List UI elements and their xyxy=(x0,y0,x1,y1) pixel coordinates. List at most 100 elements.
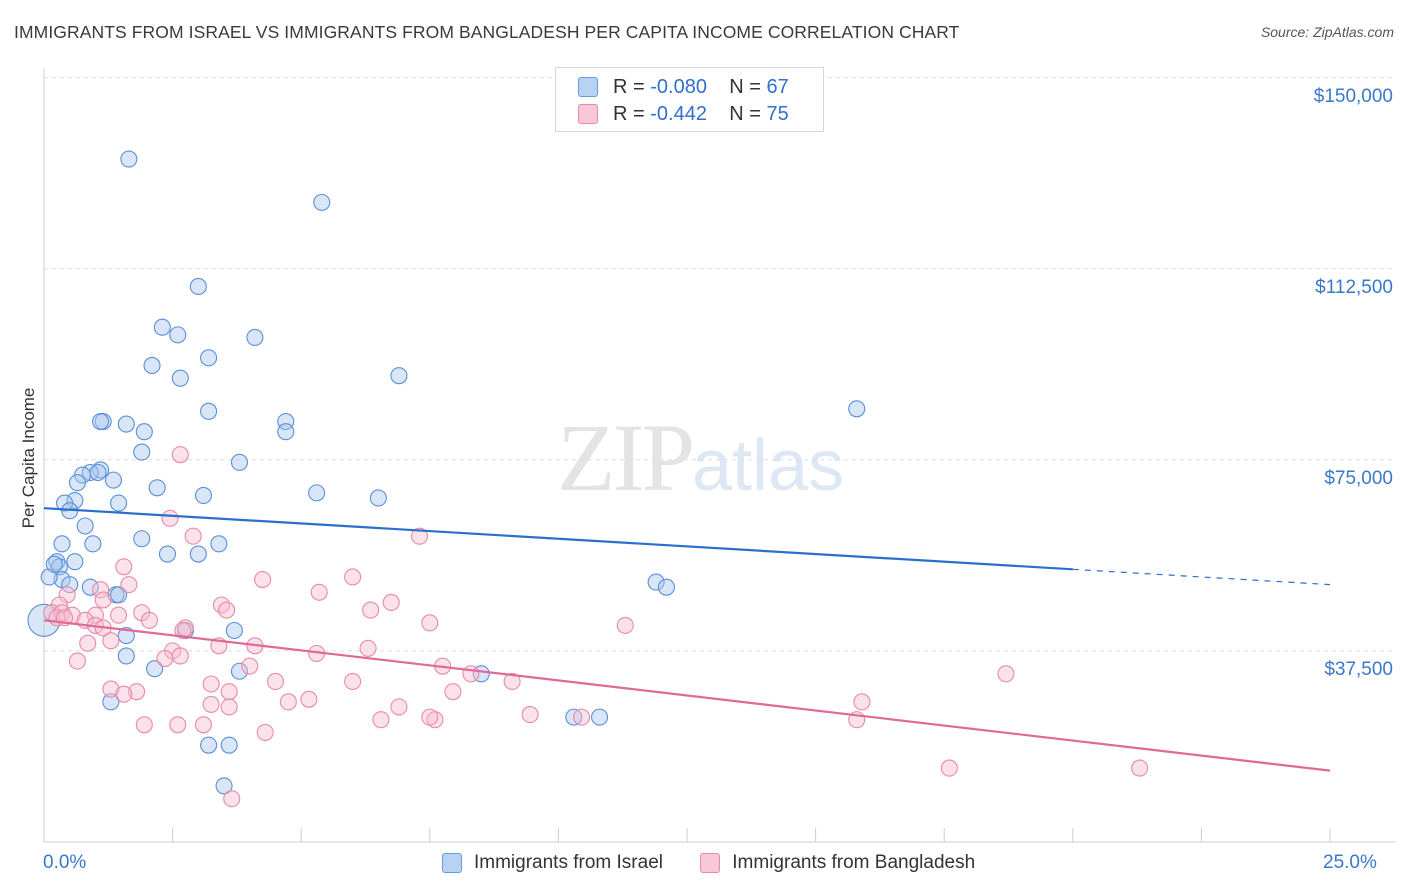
israel-point xyxy=(591,708,609,726)
israel-point xyxy=(194,486,213,504)
bangladesh-point xyxy=(254,570,272,589)
israel-point xyxy=(200,402,218,420)
bangladesh-point xyxy=(135,716,153,734)
bangladesh-point xyxy=(156,649,174,668)
bangladesh-point xyxy=(53,604,71,622)
israel-point xyxy=(246,328,264,346)
bangladesh-point xyxy=(220,698,238,716)
bangladesh-point xyxy=(68,652,86,670)
legend-row-bangladesh-text: R = -0.442 N = 75 xyxy=(613,103,789,126)
israel-point xyxy=(277,412,295,431)
israel-point xyxy=(169,326,187,344)
bangladesh-point xyxy=(161,509,179,527)
bangladesh-point xyxy=(359,639,377,657)
israel-point xyxy=(146,660,164,678)
r-label: R = xyxy=(613,103,645,125)
bangladesh-point xyxy=(174,621,192,640)
bangladesh-point xyxy=(940,759,958,777)
israel-point xyxy=(390,367,408,385)
israel-point xyxy=(110,494,128,512)
israel-point xyxy=(200,736,218,754)
bangladesh-point xyxy=(194,716,213,734)
israel-point xyxy=(110,586,128,604)
watermark-zip: ZIP xyxy=(557,404,695,511)
bangladesh-point xyxy=(171,647,189,665)
bangladesh-point xyxy=(444,683,462,701)
legend-label: Immigrants from Bangladesh xyxy=(732,852,976,873)
bangladesh-point xyxy=(1131,759,1149,777)
bangladesh-point xyxy=(120,576,138,594)
bangladesh-point xyxy=(102,632,120,650)
data-points xyxy=(27,150,1149,808)
r-value: -0.442 xyxy=(650,103,707,125)
israel-point xyxy=(277,423,295,441)
r-label: R = xyxy=(613,76,645,98)
bangladesh-point xyxy=(115,558,133,576)
legend-row-israel: R = -0.080 N = 67 xyxy=(556,74,823,100)
legend-row-bangladesh: R = -0.442 N = 75 xyxy=(556,101,823,127)
y-tick-label: $150,000 xyxy=(1313,86,1393,107)
bangladesh-point xyxy=(300,690,318,708)
israel-point xyxy=(220,736,238,754)
bangladesh-point xyxy=(94,591,112,609)
series-legend: Immigrants from Israel Immigrants from B… xyxy=(442,852,1007,874)
israel-point xyxy=(171,369,189,387)
bangladesh-point xyxy=(110,606,128,624)
israel-point xyxy=(66,553,84,571)
x-tick-label: 0.0% xyxy=(43,852,87,873)
israel-trend-line xyxy=(43,507,1073,571)
israel-point xyxy=(369,489,387,507)
israel-point xyxy=(89,463,107,482)
y-axis-label: Per Capita Income xyxy=(19,387,38,529)
israel-trend-extension xyxy=(1072,568,1331,586)
israel-point xyxy=(102,693,120,711)
israel-point xyxy=(230,453,249,471)
bangladesh-point xyxy=(616,616,634,634)
israel-point xyxy=(153,318,171,336)
bangladesh-point xyxy=(86,606,104,624)
israel-point xyxy=(76,517,94,535)
y-tick-label: $112,500 xyxy=(1315,277,1393,298)
israel-point xyxy=(200,349,218,367)
bangladesh-trend-line xyxy=(43,619,1331,772)
israel-point xyxy=(215,777,233,795)
bangladesh-point xyxy=(997,665,1015,683)
israel-point xyxy=(657,578,675,596)
trend-lines xyxy=(43,507,1331,772)
watermark: ZIPatlas xyxy=(557,402,844,513)
n-value: 75 xyxy=(766,103,789,125)
y-tick-label: $75,000 xyxy=(1324,468,1393,489)
israel-point xyxy=(48,553,66,571)
y-tick-label: $37,500 xyxy=(1324,659,1393,680)
israel-point xyxy=(313,193,331,211)
israel-point xyxy=(225,621,243,640)
x-tick-label: 25.0% xyxy=(1323,852,1377,873)
bangladesh-point xyxy=(241,657,259,675)
correlation-legend: R = -0.080 N = 67 R = -0.442 N = 75 xyxy=(555,67,824,132)
israel-point xyxy=(189,545,207,563)
israel-point xyxy=(53,535,71,553)
bangladesh-point xyxy=(410,527,429,545)
bangladesh-point xyxy=(212,596,231,614)
legend-item-israel: Immigrants from Israel xyxy=(442,852,663,874)
israel-point xyxy=(230,662,249,680)
israel-point xyxy=(133,530,151,548)
n-label: N = xyxy=(729,103,761,125)
bangladesh-point xyxy=(521,706,539,724)
watermark-atlas: atlas xyxy=(692,426,845,506)
bangladesh-point xyxy=(279,693,297,711)
bangladesh-point xyxy=(344,672,362,691)
bangladesh-point xyxy=(169,716,187,734)
bangladesh-point xyxy=(421,708,439,726)
israel-point xyxy=(133,443,151,461)
bangladesh-point xyxy=(171,446,189,464)
bangladesh-point xyxy=(390,698,408,716)
israel-point xyxy=(848,400,866,418)
israel-point xyxy=(40,568,58,586)
israel-point xyxy=(143,356,161,375)
israel-point xyxy=(158,545,177,563)
bangladesh-point xyxy=(202,695,220,713)
bangladesh-point xyxy=(79,634,97,652)
bangladesh-point xyxy=(184,527,202,545)
